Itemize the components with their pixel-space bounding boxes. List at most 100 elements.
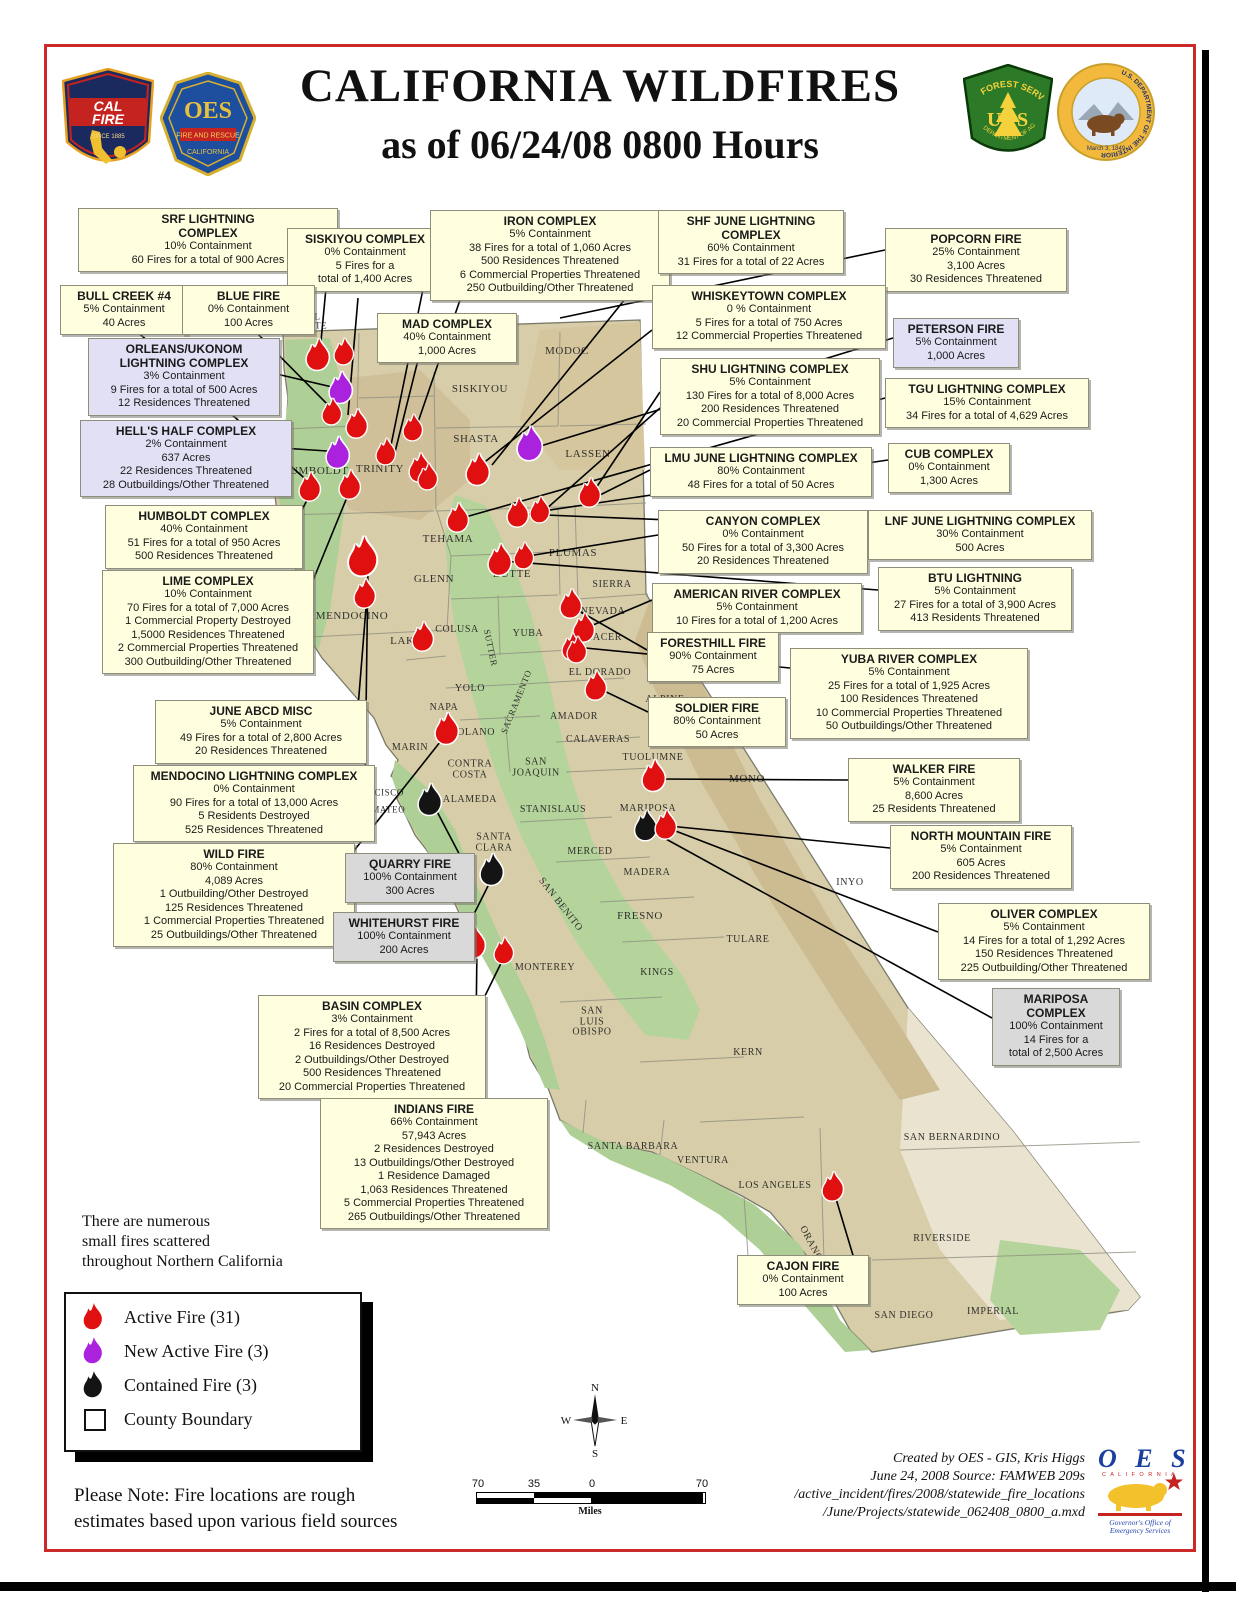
fire-callout-cub: CUB COMPLEX 0% Containment 1,300 Acres [888, 443, 1010, 493]
oes-footer-letters: O E S [1098, 1444, 1186, 1473]
fire-callout-line: 2 Outbuildings/Other Destroyed [294, 1053, 450, 1066]
fire-callout-title: BLUE FIRE [216, 289, 281, 303]
fire-callout-line: 60% Containment [707, 242, 795, 254]
fire-callout-line: 5% Containment [729, 376, 811, 388]
flame-active-icon [80, 1302, 110, 1332]
scale-label: 35 [527, 1478, 541, 1490]
fire-callout-line: 605 Acres [956, 856, 1006, 869]
page-frame [44, 44, 1196, 1552]
fire-callout-soldier: SOLDIER FIRE 80% Containment 50 Acres [648, 697, 786, 747]
fire-callout-line: 90% Containment [669, 650, 757, 662]
fire-callout-title: SOLDIER FIRE [674, 701, 759, 715]
fire-callout-line: 1,5000 Residences Threatened [131, 628, 285, 641]
fire-callout-hells-half: HELL'S HALF COMPLEX 2% Containment 637 Acr… [80, 420, 292, 497]
fire-callout-line: 10% Containment [164, 240, 252, 252]
fire-callout-line: 5% Containment [915, 336, 997, 348]
fire-callout-siskiyou: SISKIYOU COMPLEX 0% Containment 5 Fires fo… [287, 228, 443, 292]
fire-callout-line: 100% Containment [357, 930, 451, 942]
compass-e: E [621, 1415, 628, 1427]
fire-callout-line: 100 Residences Threatened [839, 693, 978, 705]
fire-callout-line: 40% Containment [160, 523, 248, 535]
fire-callout-title: MAD COMPLEX [402, 317, 492, 331]
scan-border-bottom [0, 1582, 1236, 1591]
fire-callout-line: 130 Fires for a total of 8,000 Acres [685, 389, 855, 402]
fire-callout-blue: BLUE FIRE 0% Containment 100 Acres [182, 285, 315, 335]
oes-letters: OES [184, 98, 232, 124]
fire-callout-line: 28 Outbuildings/Other Threatened [102, 478, 270, 491]
fire-callout-line: 31 Fires for a total of 22 Acres [677, 255, 825, 268]
fire-callout-line: 1 Outbuilding/Other Destroyed [159, 888, 309, 900]
fire-callout-title: CAJON FIRE [766, 1259, 840, 1273]
scale-bar-graphic [476, 1492, 706, 1504]
cal-fire-logo: CAL FIRE SINCE 1885 [62, 68, 154, 164]
fire-callout-north-mountain: NORTH MOUNTAIN FIRE 5% Containment 605 Acr… [890, 825, 1072, 889]
fire-callout-orleans: ORLEANS/UKONOM LIGHTNING COMPLEX 3% Conta… [88, 338, 280, 416]
fire-callout-yuba-river: YUBA RIVER COMPLEX 5% Containment 25 Fires… [790, 648, 1028, 739]
fire-callout-title: WALKER FIRE [892, 762, 976, 776]
compass-w: W [561, 1415, 572, 1427]
fire-callout-title: TGU LIGHTNING COMPLEX [908, 382, 1066, 396]
fire-callout-shu: SHU LIGHTNING COMPLEX 5% Containment 130 F… [660, 358, 880, 435]
fire-callout-whitehurst: WHITEHURST FIRE 100% Containment 200 Acres [333, 912, 475, 962]
fire-callout-mariposa-complex: MARIPOSA COMPLEX 100% Containment 14 Fires… [992, 988, 1120, 1066]
fire-callout-line: 1,000 Acres [926, 349, 986, 362]
fire-callout-line: 34 Fires for a total of 4,629 Acres [905, 409, 1069, 422]
fire-callout-june-abcd: JUNE ABCD MISC 5% Containment 49 Fires for… [155, 700, 367, 764]
fire-callout-mad: MAD COMPLEX 40% Containment 1,000 Acres [377, 313, 517, 363]
fire-callout-line: 500 Residences Threatened [302, 1067, 441, 1079]
fire-callout-line: 10 Fires for a total of 1,200 Acres [675, 614, 839, 627]
fire-callout-title: CANYON COMPLEX [705, 514, 821, 528]
fire-callout-line: 100% Containment [363, 871, 457, 883]
fire-callout-mendocino-lightning: MENDOCINO LIGHTNING COMPLEX 0% Containmen… [133, 765, 375, 842]
legend-label: Contained Fire (3) [124, 1374, 257, 1395]
fire-callout-line: 48 Fires for a total of 50 Acres [687, 478, 835, 491]
county-boundary-square [84, 1409, 106, 1431]
fire-callout-line: 14 Fires for a total of 1,292 Acres [962, 934, 1126, 947]
fire-callout-line: 1 Commercial Property Destroyed [125, 615, 291, 627]
fire-callout-line: 300 Acres [385, 884, 435, 897]
bear-icon [1108, 1484, 1164, 1508]
fire-callout-indians: INDIANS FIRE 66% Containment 57,943 Acres 2… [320, 1098, 548, 1229]
fire-callout-line: 5 Commercial Properties Threatened [343, 1197, 525, 1209]
legend-item: New Active Fire (3) [80, 1334, 360, 1368]
please-note: Please Note: Fire locations are rough es… [74, 1485, 398, 1532]
fire-callout-line: 0% Containment [207, 303, 290, 315]
fire-callout-title: PETERSON FIRE [907, 322, 1005, 336]
fire-callout-line: 27 Fires for a total of 3,900 Acres [893, 598, 1057, 611]
fire-callout-line: 57,943 Acres [401, 1129, 467, 1142]
fire-callout-cajon: CAJON FIRE 0% Containment 100 Acres [737, 1255, 869, 1305]
fire-callout-line: 5 Residents Destroyed [198, 810, 310, 822]
fire-callout-line: 200 Residences Threatened [911, 870, 1050, 882]
fire-callout-line: 250 Outbuilding/Other Threatened [466, 282, 634, 294]
legend: Active Fire (31) New Active Fire (3) Conta… [64, 1292, 362, 1452]
fire-callout-title: MENDOCINO LIGHTNING COMPLEX [150, 769, 358, 783]
fire-callout-line: 5% Containment [83, 303, 165, 315]
forest-service-logo: FOREST SERVICE U S DEPARTMENT OF AGRICUL… [963, 64, 1053, 152]
fire-callout-line: total of 1,400 Acres [317, 273, 413, 285]
county-boundary-icon [80, 1404, 110, 1434]
fire-callout-line: 525 Residences Threatened [184, 823, 323, 836]
legend-item: Active Fire (31) [80, 1300, 360, 1334]
fire-callout-line: 0% Containment [324, 246, 406, 258]
fire-callout-line: 0% Containment [762, 1273, 844, 1285]
fire-callout-line: 10 Commercial Properties Threatened [815, 706, 1003, 719]
fire-callout-line: 500 Acres [955, 541, 1005, 554]
fire-callout-title: INDIANS FIRE [393, 1102, 474, 1116]
fire-callout-line: 5 Fires for a [335, 259, 395, 272]
fire-callout-title: WHISKEYTOWN COMPLEX [691, 289, 847, 303]
fire-callout-line: 5% Containment [893, 776, 975, 788]
fire-callout-line: 0% Containment [722, 528, 804, 540]
legend-item: County Boundary [80, 1402, 360, 1436]
fire-callout-popcorn: POPCORN FIRE 25% Containment 3,100 Acres 30… [885, 228, 1067, 292]
fire-callout-line: 20 Residences Threatened [697, 555, 829, 567]
fire-callout-title: POPCORN FIRE [930, 232, 1022, 246]
fire-callout-line: 30% Containment [936, 528, 1024, 540]
fire-callout-line: 25 Residents Threatened [872, 803, 996, 815]
fire-callout-line: 1,063 Residences Threatened [360, 1183, 508, 1196]
fire-callout-title: NORTH MOUNTAIN FIRE [910, 829, 1052, 843]
compass-rose-icon: N W E S [561, 1382, 628, 1459]
fire-callout-line: 30 Residences Threatened [910, 273, 1042, 285]
fire-callout-title: WHITEHURST FIRE [348, 916, 460, 930]
fire-callout-line: 225 Outbuilding/Other Threatened [960, 961, 1128, 974]
